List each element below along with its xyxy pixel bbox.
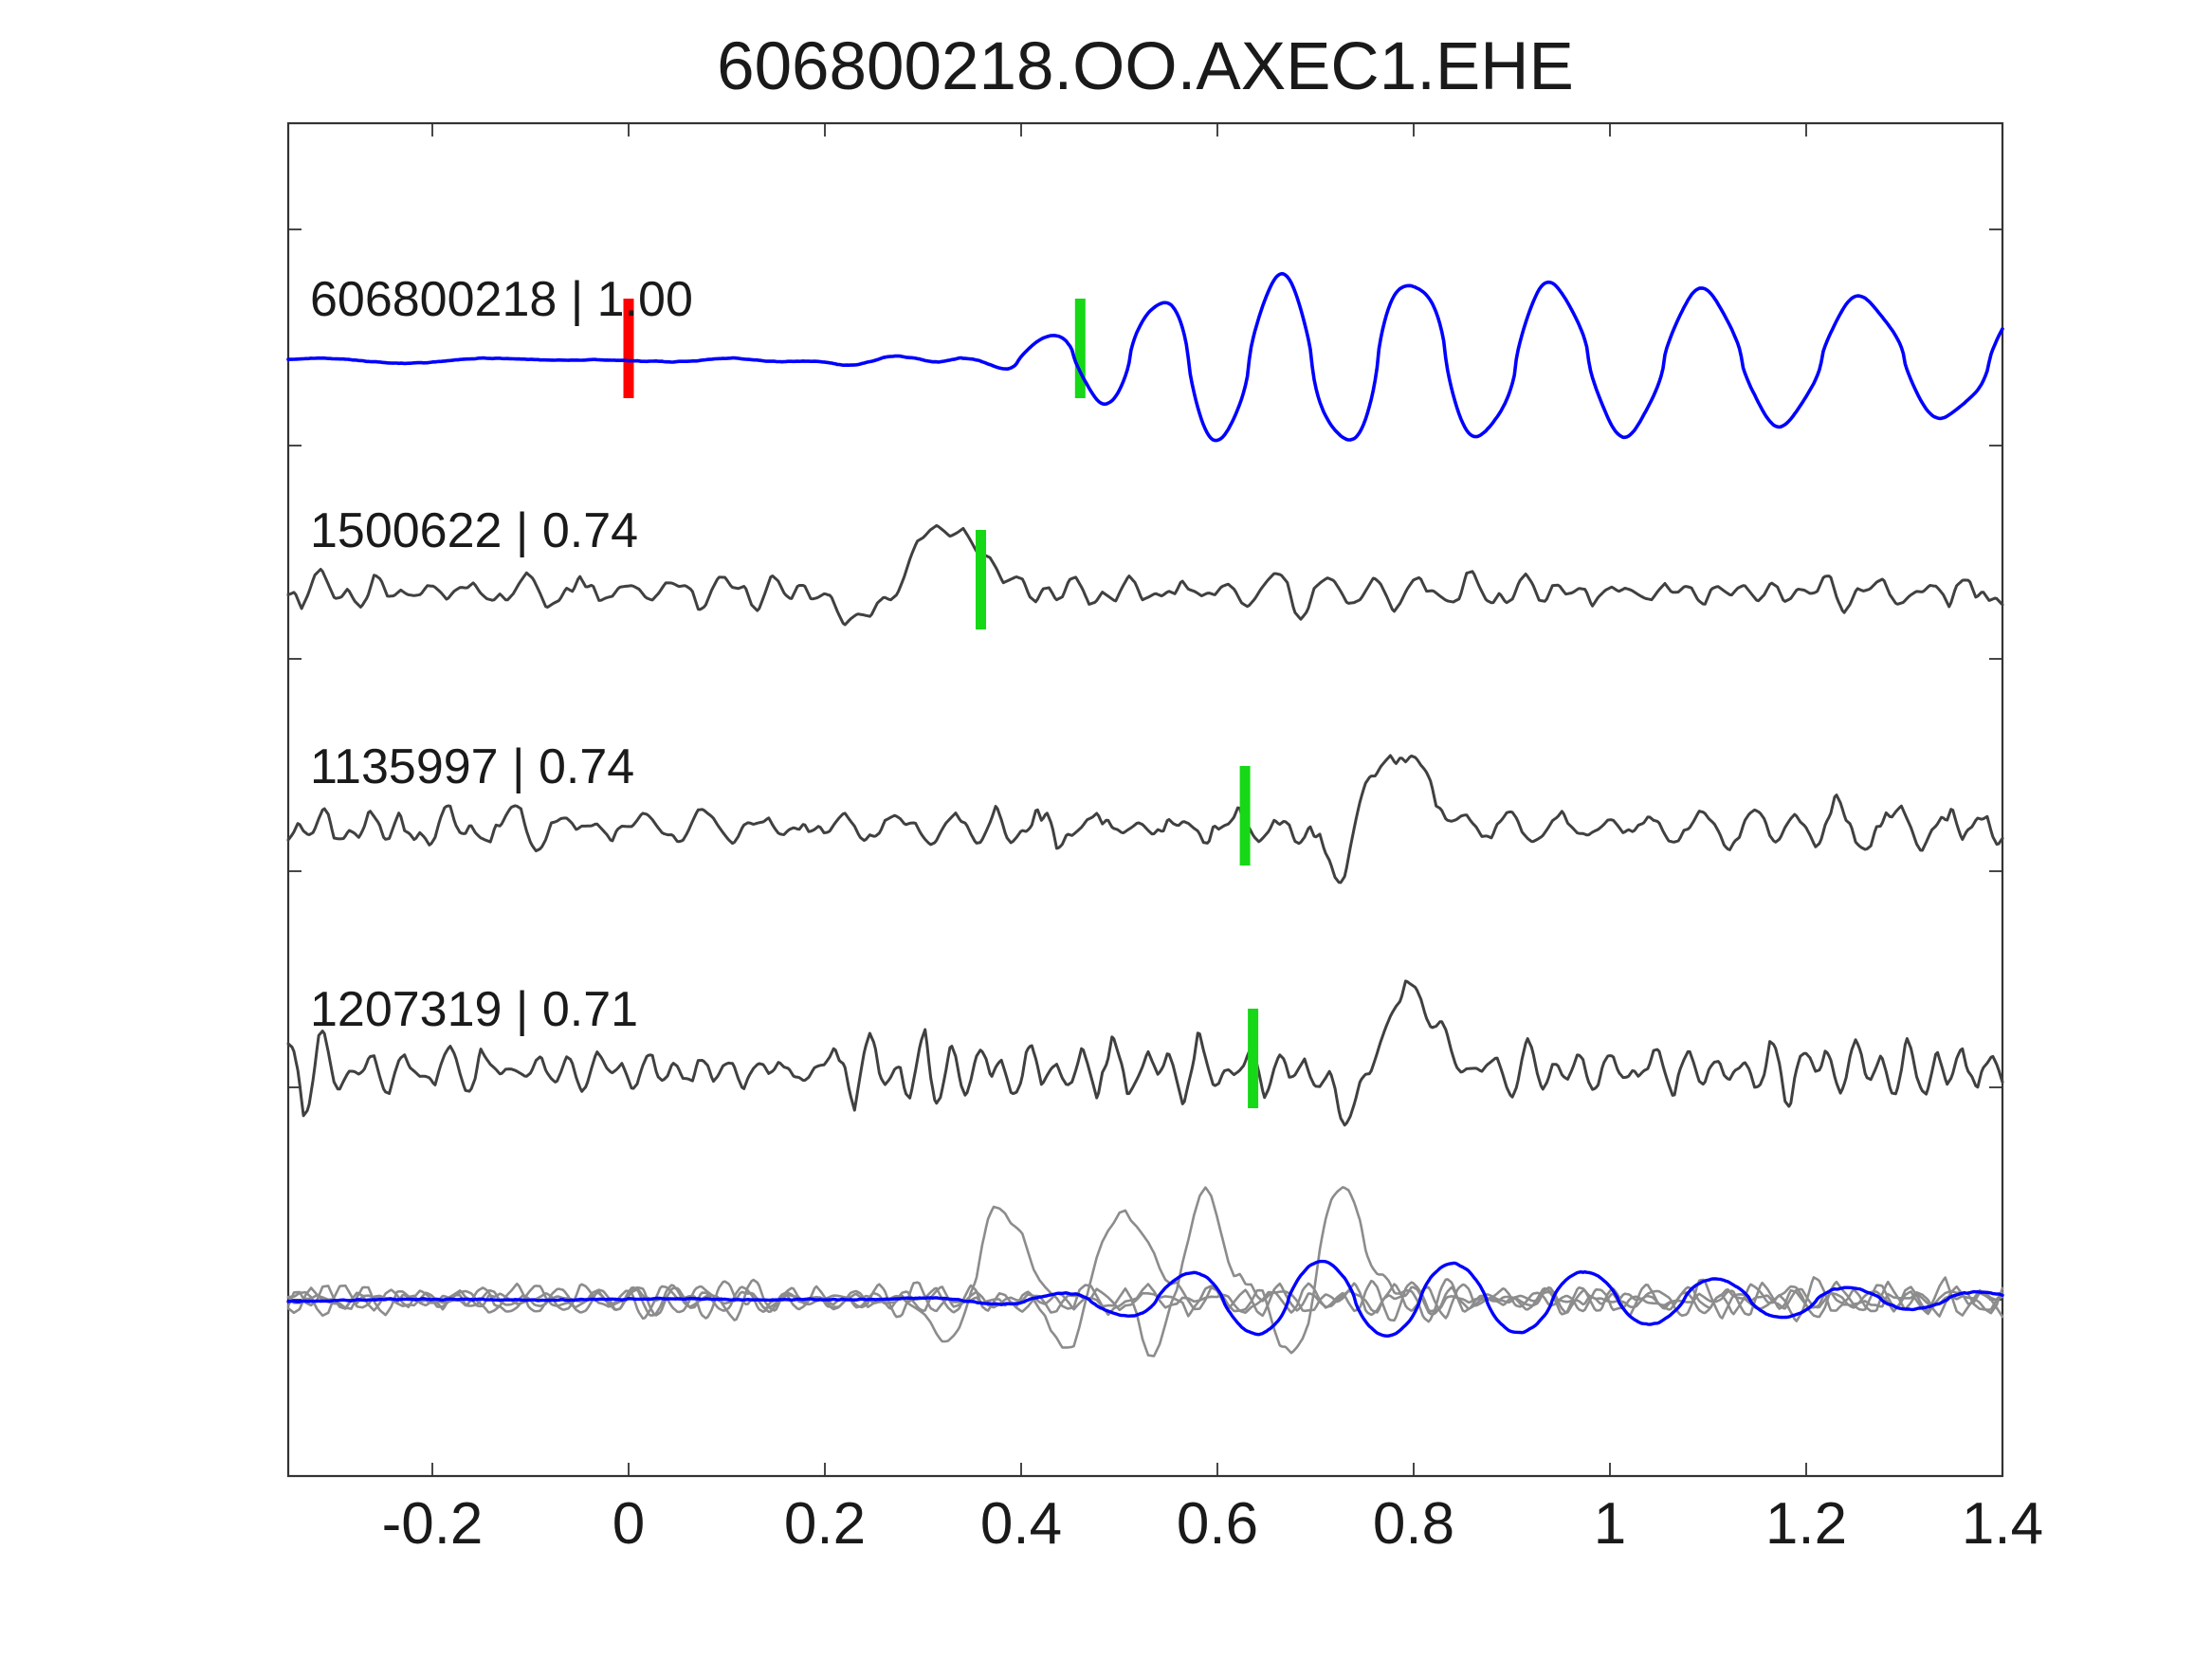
svg-text:1135997 | 0.74: 1135997 | 0.74 [310,739,634,794]
svg-text:0.4: 0.4 [980,1491,1062,1557]
svg-text:606800218.OO.AXEC1.EHE: 606800218.OO.AXEC1.EHE [717,29,1574,104]
svg-text:-0.2: -0.2 [382,1491,484,1557]
svg-text:0.2: 0.2 [784,1491,866,1557]
svg-text:1500622 | 0.74: 1500622 | 0.74 [310,503,638,558]
svg-text:0: 0 [612,1491,645,1557]
svg-text:0.8: 0.8 [1373,1491,1454,1557]
svg-text:1207319 | 0.71: 1207319 | 0.71 [310,982,638,1037]
svg-text:0.6: 0.6 [1177,1491,1258,1557]
svg-text:1: 1 [1594,1491,1626,1557]
svg-text:1.2: 1.2 [1765,1491,1847,1557]
svg-text:606800218 | 1.00: 606800218 | 1.00 [310,272,693,327]
svg-text:1.4: 1.4 [1962,1491,2043,1557]
